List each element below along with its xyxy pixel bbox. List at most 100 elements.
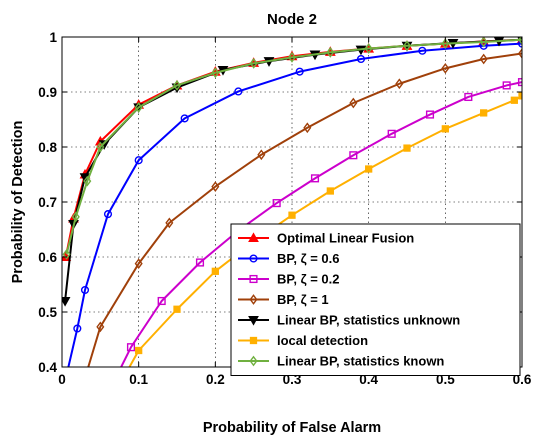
legend-entry: Linear BP, statistics known (238, 354, 444, 369)
data-point (365, 165, 373, 173)
data-point (326, 47, 335, 58)
series-line (120, 81, 522, 367)
data-point (211, 181, 220, 192)
data-point (195, 258, 205, 267)
data-point (395, 78, 404, 90)
data-point (96, 321, 105, 333)
legend-label: Linear BP, statistics unknown (277, 313, 460, 328)
data-point (257, 149, 266, 161)
series-line (65, 38, 522, 255)
data-point (441, 62, 450, 74)
data-point (464, 92, 473, 102)
data-point (295, 67, 304, 76)
series-line (67, 42, 522, 367)
data-point (418, 46, 427, 55)
axis-ticks: 0 0.1 0.2 0.3 0.4 0.5 0.60.40.50.60.70.80.91 (38, 30, 532, 387)
legend-marker (249, 294, 258, 305)
data-point (517, 78, 522, 87)
data-point (403, 144, 411, 152)
data-point (479, 37, 488, 48)
x-tick-label: 0.2 (206, 372, 225, 387)
y-tick-label: 1 (49, 30, 57, 45)
series-1 (67, 39, 522, 367)
data-point (134, 156, 143, 165)
y-tick-label: 0.7 (38, 195, 57, 210)
legend-label: BP, ζ = 0.6 (277, 251, 339, 266)
legend-box (230, 223, 521, 376)
legend-label: Optimal Linear Fusion (277, 231, 414, 246)
data-point (517, 48, 522, 59)
legend-entry: local detection (238, 333, 368, 348)
data-point (272, 199, 281, 208)
data-point (287, 51, 297, 63)
x-tick-label: 0 (58, 372, 66, 387)
data-point (83, 175, 92, 187)
data-point (80, 285, 90, 295)
data-point (211, 67, 220, 79)
legend-entry: BP, ζ = 0.2 (238, 272, 339, 287)
data-point (288, 211, 296, 219)
data-point (356, 54, 366, 64)
y-tick-label: 0.4 (38, 360, 57, 375)
data-point (180, 114, 189, 123)
data-point (135, 346, 143, 355)
x-axis-label: Probability of False Alarm (203, 420, 381, 436)
data-point (502, 81, 511, 90)
data-point (103, 210, 113, 219)
data-point (134, 102, 143, 113)
data-point (441, 125, 449, 133)
data-point (349, 97, 358, 109)
data-point (517, 39, 522, 48)
data-point (349, 151, 358, 160)
y-axis-label: Probability of Detection (10, 121, 26, 284)
data-point (73, 324, 82, 333)
legend-label: Linear BP, statistics known (277, 354, 444, 369)
data-point (211, 267, 219, 275)
legend-entry: Optimal Linear Fusion (238, 231, 414, 246)
data-point (71, 211, 80, 223)
legend-entry: Linear BP, statistics unknown (238, 313, 460, 328)
data-point (165, 217, 174, 229)
legend-entry: BP, ζ = 1 (238, 292, 329, 307)
legend-marker (248, 315, 259, 326)
series-line (87, 52, 522, 367)
data-point (126, 343, 136, 352)
y-tick-label: 0.8 (38, 140, 57, 155)
y-tick-label: 0.6 (38, 250, 57, 265)
data-point (134, 258, 143, 269)
data-point (310, 174, 320, 183)
data-point (425, 110, 435, 119)
data-point (479, 53, 488, 65)
data-point (517, 37, 522, 46)
data-point (364, 43, 373, 54)
series-3 (87, 48, 522, 367)
legend-label: local detection (277, 333, 368, 348)
legend-marker (249, 355, 258, 367)
data-point (157, 296, 166, 306)
series-6 (62, 37, 522, 260)
data-point (402, 40, 412, 52)
y-tick-label: 0.5 (38, 305, 57, 320)
data-point (96, 141, 105, 153)
data-point (441, 38, 450, 49)
data-point (480, 109, 488, 117)
data-point (326, 187, 334, 195)
y-tick-label: 0.9 (38, 85, 57, 100)
data-point (249, 58, 258, 69)
legend-marker (249, 254, 258, 263)
legend: Optimal Linear Fusion BP, ζ = 0.6 BP, ζ = … (230, 223, 521, 376)
data-point (234, 87, 243, 96)
data-point (173, 305, 181, 313)
data-point (303, 122, 312, 134)
data-point (62, 296, 71, 307)
legend-marker (248, 232, 259, 243)
legend-entry: BP, ζ = 0.6 (238, 251, 339, 266)
data-point (172, 80, 182, 91)
chart-title: Node 2 (267, 11, 317, 28)
data-point (387, 129, 396, 138)
data-point (510, 96, 518, 104)
series-2 (120, 78, 522, 367)
legend-label: BP, ζ = 1 (277, 292, 329, 307)
legend-marker (249, 274, 258, 284)
